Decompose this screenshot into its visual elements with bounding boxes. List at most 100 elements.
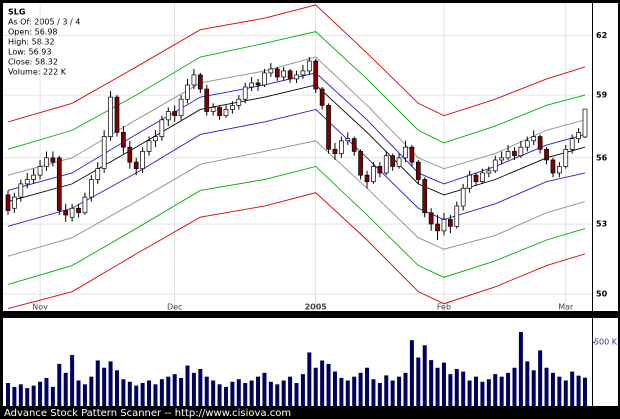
candle-body (537, 136, 543, 150)
volume-bar (377, 383, 382, 406)
volume-bar (134, 385, 139, 406)
info-line: Low: 56.93 (8, 48, 51, 57)
volume-bar (583, 377, 587, 406)
volume-bar (159, 379, 164, 406)
info-line: Volume: 222 K (8, 68, 67, 77)
volume-bar (211, 380, 216, 406)
volume-bar (102, 367, 107, 406)
candle-body (306, 60, 312, 72)
volume-bar (531, 370, 536, 406)
candle-body (300, 70, 306, 76)
candle-body (435, 223, 440, 232)
candle-body (31, 174, 36, 180)
volume-bar (409, 340, 414, 406)
candle-body (108, 96, 113, 137)
volume-bar (70, 354, 75, 406)
candle-body (56, 157, 62, 211)
footer: Advance Stock Pattern Scanner -- http://… (4, 408, 291, 419)
volume-bar (397, 376, 402, 406)
candle-body (82, 196, 88, 214)
volume-bar (563, 380, 568, 406)
volume-bar (538, 350, 543, 406)
candle-body (524, 140, 530, 148)
band-line (7, 84, 586, 202)
y-tick-label: 53 (596, 220, 607, 229)
candle-body (582, 108, 588, 138)
candle-body (88, 179, 94, 198)
volume-bar (550, 372, 555, 406)
candle-body (178, 98, 184, 117)
volume-bar (262, 372, 267, 406)
volume-bar (493, 374, 498, 406)
volume-bar (358, 372, 363, 406)
volume-bar (557, 376, 562, 406)
volume-bar (108, 361, 113, 406)
volume-bar (371, 379, 376, 406)
band-line (7, 56, 586, 176)
candle-body (191, 74, 197, 86)
candle-body (505, 151, 511, 159)
candle-body (313, 60, 319, 90)
candle-body (5, 194, 11, 211)
candle-body (159, 119, 165, 137)
candle-body (364, 174, 370, 183)
candle-body (428, 212, 434, 225)
candle-body (101, 136, 107, 169)
candle-body (422, 179, 428, 214)
volume-bar (288, 376, 293, 406)
band-line (7, 108, 586, 227)
candle-body (294, 74, 299, 80)
candle-body (345, 138, 351, 142)
candle-body (332, 148, 338, 154)
info-line: High: 58.32 (8, 38, 55, 47)
candle-body (50, 157, 56, 163)
candle-body (210, 107, 216, 112)
candle-body (371, 166, 376, 183)
candle-body (569, 138, 575, 150)
volume-bar (12, 386, 17, 406)
candle-body (95, 168, 101, 180)
volume-bar (31, 385, 36, 406)
candle-body (185, 84, 190, 100)
candle-body (140, 151, 145, 169)
candle-body (76, 207, 81, 214)
candle-body (69, 207, 75, 218)
x-tick-label: Feb (437, 303, 451, 312)
volume-bar (6, 383, 10, 406)
ticker: SLG (8, 8, 25, 17)
y-tick-label: 500 K (594, 338, 618, 347)
candle-body (223, 109, 229, 117)
candle-body (390, 155, 396, 167)
volume-bar (352, 376, 357, 406)
volume-bar (44, 377, 49, 406)
candle-body (44, 157, 49, 167)
candle-body (492, 159, 498, 172)
y-tick-label: 59 (596, 91, 608, 100)
y-tick-label: 56 (596, 153, 608, 162)
volume-bar (243, 383, 248, 406)
volume-bar (179, 377, 184, 406)
volume-bar (576, 375, 581, 406)
volume-bar (249, 380, 254, 406)
band-line (7, 140, 586, 257)
volume-bar (454, 369, 459, 406)
x-tick-label: Mar (558, 303, 574, 312)
candle-body (448, 219, 453, 227)
volume-bar (121, 379, 126, 406)
volume-bar (512, 367, 517, 406)
candle-body (358, 151, 363, 176)
candle-body (262, 72, 267, 86)
volume-bar (506, 372, 511, 406)
volume-bar (461, 371, 466, 406)
candle-body (403, 146, 408, 159)
candle-body (473, 174, 479, 183)
candle-body (383, 155, 389, 174)
candle-body (480, 172, 485, 183)
volume-bar (76, 380, 81, 406)
volume-bar (18, 384, 23, 406)
candle-body (326, 105, 331, 150)
volume-bar (384, 375, 389, 406)
volume-bar (275, 384, 280, 406)
volume-bar (441, 362, 446, 406)
volume-bar (435, 367, 440, 406)
